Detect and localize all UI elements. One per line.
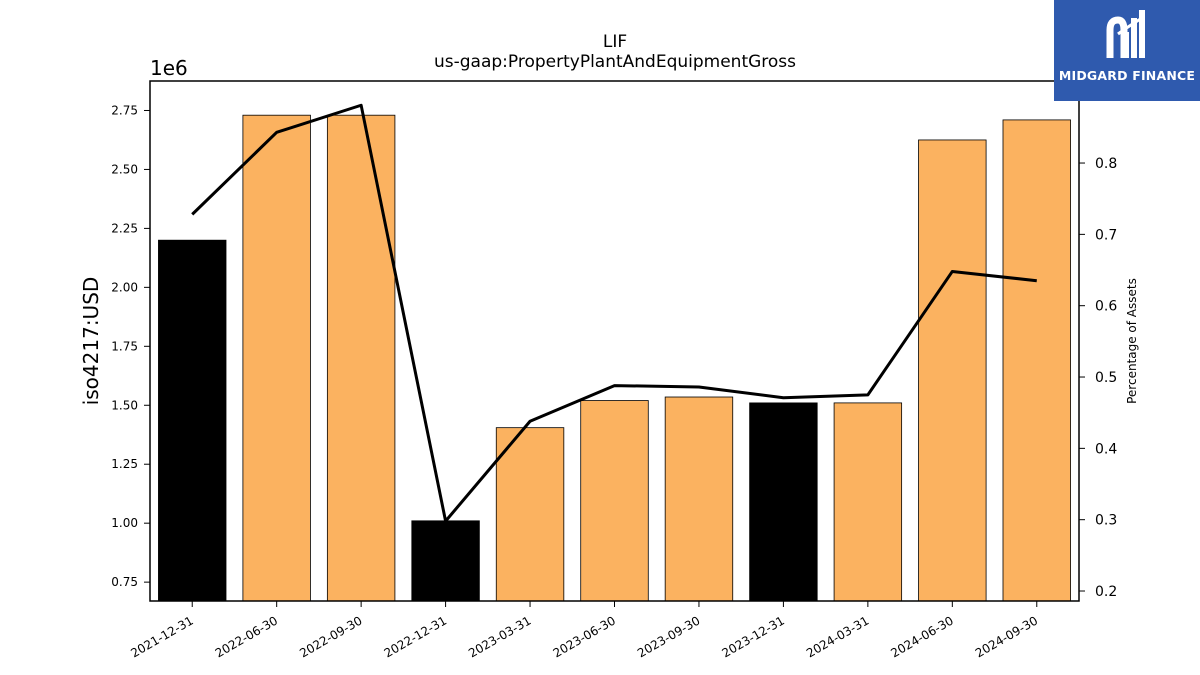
x-tick-label: 2024-09-30 [973, 613, 1040, 660]
percentage-line [191, 103, 1037, 523]
bar [158, 239, 227, 602]
chart-subtitle: us-gaap:PropertyPlantAndEquipmentGross [433, 52, 797, 72]
y2-axis: 0.2 0.3 0.4 0.5 0.6 0.7 0.8 [1079, 156, 1117, 600]
x-tick-label: 2023-09-30 [635, 613, 702, 660]
y2-tick-label: 0.8 [1095, 156, 1117, 172]
x-tick-label: 2022-12-31 [382, 613, 449, 660]
bar [326, 114, 396, 602]
y2-tick-label: 0.5 [1095, 370, 1117, 386]
y-tick-label: 0.75 [111, 575, 138, 589]
bar [1002, 119, 1071, 602]
y2-tick-label: 0.2 [1095, 584, 1117, 600]
y-offset-label: 1e6 [150, 56, 188, 80]
line-group [191, 103, 1037, 523]
y-tick-label: 1.75 [111, 339, 138, 353]
y2-axis-label: Percentage of Assets [1125, 278, 1139, 404]
y2-tick-label: 0.7 [1095, 227, 1117, 243]
logo-text: MIDGARD FINANCE [1058, 68, 1196, 83]
bar [411, 520, 480, 602]
y-tick-label: 1.50 [111, 398, 138, 412]
y-tick-label: 2.50 [111, 162, 138, 176]
x-tick-label: 2021-12-31 [128, 613, 195, 660]
bar [242, 114, 311, 602]
logo-icon [1106, 10, 1145, 58]
y2-tick-label: 0.4 [1095, 441, 1117, 457]
y-tick-label: 2.25 [111, 221, 138, 235]
x-axis: 2021-12-31 2022-06-30 2022-09-30 2022-12-31… [128, 601, 1040, 660]
bar [580, 400, 649, 602]
y-axis-label: iso4217:USD [79, 277, 103, 406]
x-tick-label: 2022-09-30 [297, 613, 364, 660]
bar [495, 427, 565, 602]
y2-tick-label: 0.3 [1095, 513, 1117, 529]
x-tick-label: 2023-03-31 [466, 613, 533, 660]
x-tick-label: 2022-06-30 [213, 613, 280, 660]
chart-title: LIF [602, 32, 628, 52]
bar [749, 402, 818, 602]
y-tick-label: 1.00 [111, 516, 138, 530]
y-axis: 0.75 1.00 1.25 1.50 1.75 2.00 2.25 2.50 2.75 [111, 103, 150, 589]
y-tick-label: 1.25 [111, 457, 138, 471]
bars-group [158, 114, 1071, 602]
y-tick-label: 2.75 [111, 103, 138, 117]
y-tick-label: 2.00 [111, 280, 138, 294]
y2-tick-label: 0.6 [1095, 299, 1117, 315]
x-tick-label: 2023-06-30 [551, 613, 618, 660]
x-tick-label: 2024-06-30 [888, 613, 955, 660]
brand-logo: MIDGARD FINANCE [1054, 0, 1200, 101]
bar [918, 139, 987, 602]
x-tick-label: 2023-12-31 [720, 613, 787, 660]
bar [664, 396, 734, 602]
bar [833, 402, 903, 602]
x-tick-label: 2024-03-31 [804, 613, 871, 660]
